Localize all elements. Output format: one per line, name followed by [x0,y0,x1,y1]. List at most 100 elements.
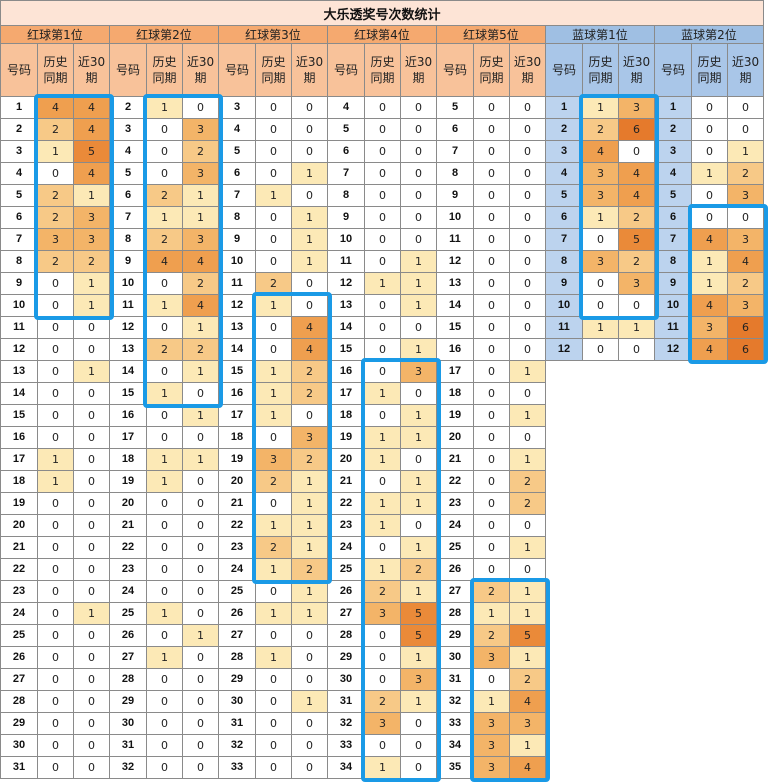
table-row: 9 0 1 10 0 2 11 2 0 12 1 1 13 0 0 9 0 3 9 1 2 [0,272,764,295]
history-count: 0 [364,316,401,339]
history-count: 0 [255,96,292,119]
recent-count: 1 [400,690,437,713]
history-count: 0 [582,272,619,295]
ball-number: 11 [545,316,583,339]
column-header-hist: 历史同期 [255,43,292,97]
history-count: 0 [582,294,619,317]
history-count: 1 [691,162,728,185]
group-title: 红球第5位 [436,25,546,44]
ball-number: 25 [109,602,147,625]
ball-number: 30 [327,668,365,691]
recent-count: 0 [182,558,219,581]
ball-number: 14 [218,338,256,361]
ball-number: 9 [545,272,583,295]
history-count: 0 [255,580,292,603]
history-count: 0 [146,316,183,339]
ball-number: 6 [327,140,365,163]
history-count: 0 [473,404,510,427]
recent-count: 0 [73,514,110,537]
recent-count: 1 [291,250,328,273]
recent-count: 0 [291,668,328,691]
ball-number: 9 [109,250,147,273]
recent-count: 0 [182,580,219,603]
history-count: 0 [37,756,74,779]
ball-number: 13 [436,272,474,295]
table-row: 10 0 1 11 1 4 12 1 0 13 0 1 14 0 0 10 0 0 10 4 3 [0,294,764,317]
ball-number: 4 [545,162,583,185]
empty-cell [545,602,655,625]
empty-cell [545,536,655,559]
history-count: 0 [37,338,74,361]
ball-number: 7 [218,184,256,207]
history-count: 0 [364,470,401,493]
empty-cell [654,448,764,471]
history-count: 1 [255,514,292,537]
recent-count: 2 [182,272,219,295]
recent-count: 1 [509,580,546,603]
recent-count: 0 [73,338,110,361]
empty-cell [545,690,655,713]
recent-count: 0 [400,184,437,207]
recent-count: 1 [400,536,437,559]
history-count: 2 [255,272,292,295]
recent-count: 1 [400,250,437,273]
empty-cell [545,426,655,449]
empty-cell [545,360,655,383]
ball-number: 20 [436,426,474,449]
recent-count: 2 [73,250,110,273]
recent-count: 1 [291,690,328,713]
history-count: 2 [364,580,401,603]
history-count: 0 [255,316,292,339]
recent-count: 1 [509,360,546,383]
group-title: 红球第1位 [0,25,110,44]
column-header-row: 号码 历史同期 近30期 号码 历史同期 近30期 号码 历史同期 近30期 号码 历史同期 近30期… [0,43,764,97]
history-count: 0 [37,668,74,691]
recent-count: 0 [291,184,328,207]
ball-number: 18 [218,426,256,449]
ball-number: 26 [109,624,147,647]
ball-number: 14 [327,316,365,339]
empty-cell [545,712,655,735]
ball-number: 4 [654,162,692,185]
history-count: 0 [473,162,510,185]
ball-number: 5 [109,162,147,185]
history-count: 0 [146,404,183,427]
history-count: 0 [364,668,401,691]
history-count: 0 [37,360,74,383]
recent-count: 3 [182,228,219,251]
ball-number: 19 [218,448,256,471]
ball-number: 2 [0,118,38,141]
history-count: 0 [146,624,183,647]
history-count: 0 [37,690,74,713]
recent-count: 5 [400,624,437,647]
recent-count: 0 [73,426,110,449]
recent-count: 0 [182,602,219,625]
history-count: 0 [364,624,401,647]
column-header-num: 号码 [436,43,474,97]
table-row: 18 1 0 19 1 0 20 2 1 21 0 1 22 0 2 [0,470,764,493]
history-count: 3 [473,734,510,757]
recent-count: 2 [727,272,764,295]
ball-number: 26 [327,580,365,603]
history-count: 0 [364,118,401,141]
history-count: 0 [255,690,292,713]
recent-count: 1 [182,404,219,427]
history-count: 1 [37,140,74,163]
history-count: 0 [473,426,510,449]
history-count: 0 [255,162,292,185]
empty-cell [654,360,764,383]
history-count: 0 [37,514,74,537]
ball-number: 13 [327,294,365,317]
recent-count: 2 [509,668,546,691]
table-row: 13 0 1 14 0 1 15 1 2 16 0 3 17 0 1 [0,360,764,383]
ball-number: 16 [109,404,147,427]
ball-number: 8 [218,206,256,229]
table-row: 27 0 0 28 0 0 29 0 0 30 0 3 31 0 2 [0,668,764,691]
ball-number: 27 [0,668,38,691]
recent-count: 3 [727,294,764,317]
history-count: 0 [473,140,510,163]
ball-number: 31 [436,668,474,691]
recent-count: 2 [291,360,328,383]
ball-number: 7 [109,206,147,229]
